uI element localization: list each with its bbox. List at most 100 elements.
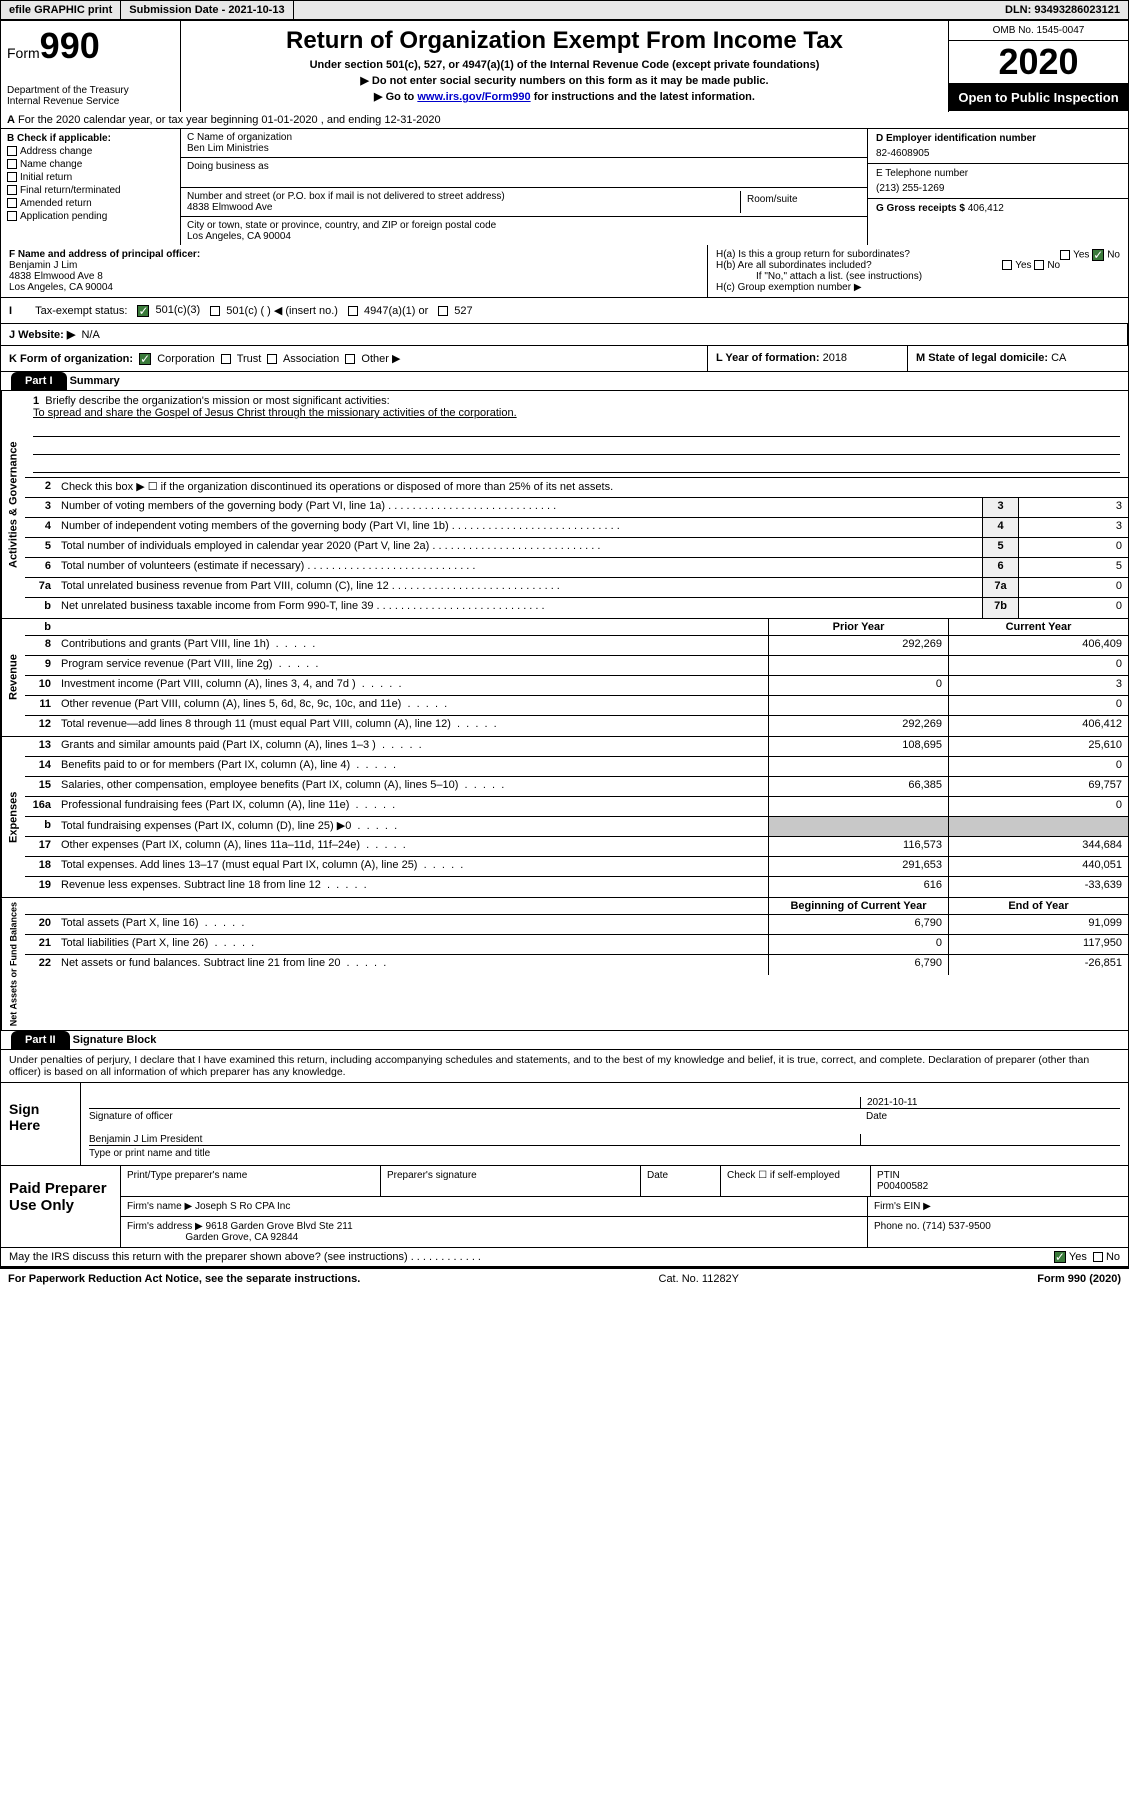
name-title-label: Type or print name and title [89,1148,1120,1159]
chk-501c[interactable]: 501(c) ( ) ◀ (insert no.) [210,304,338,317]
chk-other[interactable]: Other ▶ [345,353,400,365]
top-bar: efile GRAPHIC print Submission Date - 20… [0,0,1129,21]
org-info-grid: B Check if applicable: Address change Na… [0,129,1129,245]
gov-line-6: 6Total number of volunteers (estimate if… [25,558,1128,578]
ptin-label: PTIN [877,1170,900,1181]
chk-corporation[interactable]: Corporation [139,353,215,365]
prior-year-hdr: Prior Year [768,619,948,635]
phone-value: (213) 255-1269 [876,183,1120,194]
year-formation-label: L Year of formation: [716,352,820,364]
form990-link[interactable]: www.irs.gov/Form990 [417,91,530,103]
chk-527[interactable]: 527 [438,305,472,317]
chk-trust[interactable]: Trust [221,353,262,365]
part1-title: Summary [70,375,120,387]
officer-name-title: Benjamin J Lim President [89,1134,860,1145]
hc-label: H(c) Group exemption number ▶ [716,282,1120,293]
sig-date: 2021-10-11 [860,1097,1120,1108]
hb-note: If "No," attach a list. (see instruction… [716,271,1120,282]
line-20: 20Total assets (Part X, line 16) . . . .… [25,915,1128,935]
discuss-text: May the IRS discuss this return with the… [9,1251,408,1263]
form-subtitle: Under section 501(c), 527, or 4947(a)(1)… [187,59,942,71]
line-14: 14Benefits paid to or for members (Part … [25,757,1128,777]
chk-final-return[interactable]: Final return/terminated [7,185,174,196]
gov-line-3: 3Number of voting members of the governi… [25,498,1128,518]
firm-name-label: Firm's name ▶ [127,1201,192,1212]
goto-post: for instructions and the latest informat… [531,91,755,103]
goto-note: ▶ Go to www.irs.gov/Form990 for instruct… [187,90,942,103]
ha-label: H(a) Is this a group return for subordin… [716,249,910,260]
chk-application-pending[interactable]: Application pending [7,211,174,222]
prep-date-label: Date [641,1166,721,1196]
page-footer: For Paperwork Reduction Act Notice, see … [0,1267,1129,1289]
officer-name: Benjamin J Lim [9,260,77,271]
submission-date: Submission Date - 2021-10-13 [121,1,293,19]
line-8: 8Contributions and grants (Part VIII, li… [25,636,1128,656]
prep-sig-label: Preparer's signature [381,1166,641,1196]
begin-year-hdr: Beginning of Current Year [768,898,948,914]
box-h: H(a) Is this a group return for subordin… [708,245,1128,297]
discuss-yn[interactable]: Yes No [1054,1251,1120,1263]
website-label: J Website: ▶ [9,329,75,341]
org-name-label: C Name of organization [187,132,292,143]
side-expenses: Expenses [1,737,25,897]
officer-addr2: Los Angeles, CA 90004 [9,282,113,293]
year-formation: 2018 [823,352,847,364]
prep-phone-label: Phone no. [874,1221,920,1232]
phone-label: E Telephone number [876,168,968,179]
box-b: B Check if applicable: Address change Na… [1,129,181,245]
tax-status-label: Tax-exempt status: [35,305,127,317]
chk-initial-return[interactable]: Initial return [7,172,174,183]
part-1: Part I Summary Activities & Governance 1… [0,372,1129,1031]
gov-line-b: bNet unrelated business taxable income f… [25,598,1128,618]
line-16a: 16aProfessional fundraising fees (Part I… [25,797,1128,817]
chk-name-change[interactable]: Name change [7,159,174,170]
ein-value: 82-4608905 [876,148,1120,159]
ein-label: D Employer identification number [876,133,1036,144]
open-public-badge: Open to Public Inspection [949,84,1128,111]
line-10: 10Investment income (Part VIII, column (… [25,676,1128,696]
box-b-header: B Check if applicable: [7,133,111,144]
discuss-row: May the IRS discuss this return with the… [0,1248,1129,1267]
mission-text: To spread and share the Gospel of Jesus … [33,407,517,419]
officer-label: F Name and address of principal officer: [9,249,200,260]
section-a: A For the 2020 calendar year, or tax yea… [0,112,1129,129]
chk-address-change[interactable]: Address change [7,146,174,157]
line-2: 2 Check this box ▶ ☐ if the organization… [25,478,1128,498]
ptin-value: P00400582 [877,1181,928,1192]
line-21: 21Total liabilities (Part X, line 26) . … [25,935,1128,955]
line-15: 15Salaries, other compensation, employee… [25,777,1128,797]
chk-4947[interactable]: 4947(a)(1) or [348,305,428,317]
domicile-state: CA [1051,352,1066,364]
line-17: 17Other expenses (Part IX, column (A), l… [25,837,1128,857]
gov-line-4: 4Number of independent voting members of… [25,518,1128,538]
chk-association[interactable]: Association [267,353,339,365]
firm-ein-label: Firm's EIN ▶ [868,1197,1128,1216]
efile-label: efile GRAPHIC print [1,1,121,19]
room-label: Room/suite [747,194,798,205]
end-year-hdr: End of Year [948,898,1128,914]
ssn-note: ▶ Do not enter social security numbers o… [187,74,942,87]
mission-block: 1 Briefly describe the organization's mi… [25,391,1128,478]
chk-amended-return[interactable]: Amended return [7,198,174,209]
goto-pre: ▶ Go to [374,91,417,103]
dba-label: Doing business as [187,161,269,172]
tax-year: 2020 [949,41,1128,84]
prep-name-label: Print/Type preparer's name [121,1166,381,1196]
line-19: 19Revenue less expenses. Subtract line 1… [25,877,1128,897]
form-header: Form990 Department of the Treasury Inter… [0,21,1129,112]
paid-preparer-block: Paid Preparer Use Only Print/Type prepar… [1,1165,1128,1247]
box-c: C Name of organization Ben Lim Ministrie… [181,129,868,245]
sig-officer-label: Signature of officer [89,1111,860,1122]
chk-501c3[interactable]: 501(c)(3) [137,304,200,316]
officer-group-row: F Name and address of principal officer:… [0,245,1129,298]
gross-label: G Gross receipts $ [876,203,965,214]
cat-number: Cat. No. 11282Y [659,1273,740,1285]
q1-text: Briefly describe the organization's miss… [45,395,389,407]
website-row: J Website: ▶ N/A [0,324,1129,346]
street-address: 4838 Elmwood Ave [187,202,272,213]
tax-status-row: I Tax-exempt status: 501(c)(3) 501(c) ( … [0,298,1129,324]
website-value: N/A [81,329,99,341]
gov-line-5: 5Total number of individuals employed in… [25,538,1128,558]
sign-here-label: Sign Here [1,1083,81,1165]
side-netassets: Net Assets or Fund Balances [1,898,25,1030]
